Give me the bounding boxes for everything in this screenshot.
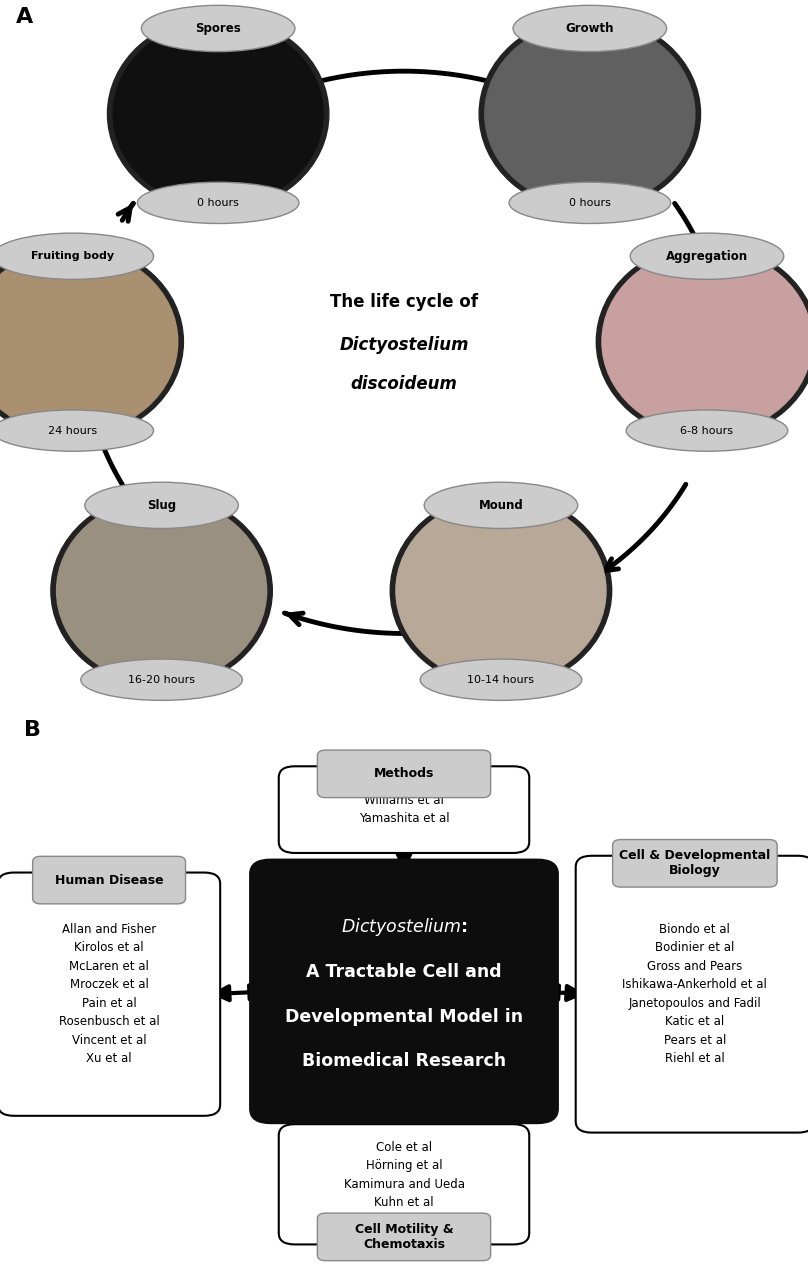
Ellipse shape: [630, 233, 784, 280]
Circle shape: [596, 244, 808, 440]
Text: Biondo et al
Bodinier et al
Gross and Pears
Ishikawa-Ankerhold et al
Janetopoulo: Biondo et al Bodinier et al Gross and Pe…: [622, 923, 768, 1065]
FancyBboxPatch shape: [318, 750, 490, 798]
Circle shape: [0, 249, 178, 435]
Circle shape: [113, 22, 323, 206]
FancyBboxPatch shape: [279, 766, 529, 853]
Ellipse shape: [81, 660, 242, 700]
Ellipse shape: [137, 182, 299, 224]
Ellipse shape: [85, 482, 238, 529]
Circle shape: [602, 249, 808, 435]
Ellipse shape: [420, 660, 582, 700]
Ellipse shape: [0, 233, 154, 280]
Circle shape: [0, 244, 183, 440]
Text: Growth: Growth: [566, 22, 614, 36]
Text: Biomedical Research: Biomedical Research: [302, 1052, 506, 1070]
Text: Human Disease: Human Disease: [55, 873, 163, 887]
Ellipse shape: [0, 411, 154, 451]
Text: A: A: [16, 8, 33, 27]
Text: Allan and Fisher
Kirolos et al
McLaren et al
Mroczek et al
Pain et al
Rosenbusch: Allan and Fisher Kirolos et al McLaren e…: [59, 923, 159, 1065]
FancyBboxPatch shape: [0, 873, 220, 1116]
Ellipse shape: [513, 5, 667, 52]
Text: Cell & Developmental
Biology: Cell & Developmental Biology: [619, 849, 771, 877]
Text: 24 hours: 24 hours: [48, 426, 97, 436]
Text: Cell Motility &
Chemotaxis: Cell Motility & Chemotaxis: [355, 1223, 453, 1251]
Circle shape: [57, 498, 267, 684]
Text: 0 hours: 0 hours: [197, 198, 239, 208]
Text: Aggregation: Aggregation: [666, 249, 748, 263]
Text: Williams et al
Yamashita et al: Williams et al Yamashita et al: [359, 794, 449, 825]
Text: 0 hours: 0 hours: [569, 198, 611, 208]
Ellipse shape: [626, 411, 788, 451]
Text: discoideum: discoideum: [351, 375, 457, 393]
Text: $\it{Dictyostelium}$:: $\it{Dictyostelium}$:: [341, 916, 467, 938]
Circle shape: [479, 17, 701, 211]
Text: Spores: Spores: [196, 22, 241, 36]
Circle shape: [396, 498, 606, 684]
FancyBboxPatch shape: [279, 1124, 529, 1244]
Text: 16-20 hours: 16-20 hours: [128, 675, 195, 685]
Circle shape: [390, 493, 612, 689]
Text: 6-8 hours: 6-8 hours: [680, 426, 734, 436]
Text: Dictyostelium: Dictyostelium: [339, 337, 469, 355]
Circle shape: [51, 493, 272, 689]
FancyBboxPatch shape: [612, 840, 777, 887]
FancyBboxPatch shape: [250, 860, 558, 1122]
Text: 10-14 hours: 10-14 hours: [468, 675, 534, 685]
Circle shape: [107, 17, 329, 211]
Text: B: B: [24, 721, 41, 740]
Circle shape: [485, 22, 695, 206]
Text: The life cycle of: The life cycle of: [330, 294, 478, 311]
Text: Methods: Methods: [374, 768, 434, 780]
Text: Cole et al
Hörning et al
Kamimura and Ueda
Kuhn et al
Xu et al: Cole et al Hörning et al Kamimura and Ue…: [343, 1141, 465, 1228]
Text: Fruiting body: Fruiting body: [32, 252, 114, 262]
Ellipse shape: [424, 482, 578, 529]
Text: Slug: Slug: [147, 498, 176, 512]
Ellipse shape: [509, 182, 671, 224]
Text: Mound: Mound: [478, 498, 524, 512]
FancyBboxPatch shape: [32, 857, 186, 904]
Text: Developmental Model in: Developmental Model in: [285, 1008, 523, 1026]
Ellipse shape: [141, 5, 295, 52]
Text: A Tractable Cell and: A Tractable Cell and: [306, 963, 502, 981]
FancyBboxPatch shape: [575, 855, 808, 1132]
FancyBboxPatch shape: [318, 1213, 490, 1261]
